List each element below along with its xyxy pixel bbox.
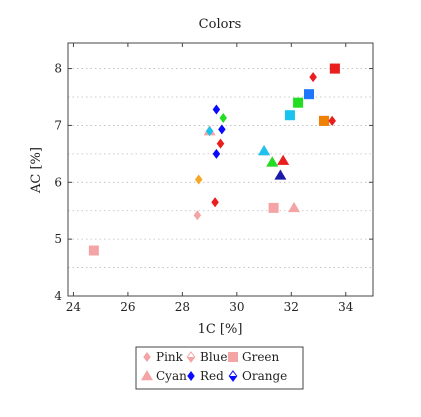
data-point-square (268, 202, 279, 213)
legend-box (135, 346, 304, 390)
legend-label: Red (200, 369, 224, 383)
data-point-diamond (212, 104, 221, 115)
data-point-square (329, 63, 340, 74)
data-point-diamond (216, 138, 225, 149)
x-tick-label: 26 (120, 300, 135, 314)
data-point-diamond (194, 174, 203, 185)
y-tick-label: 4 (54, 289, 62, 303)
plot-frame (67, 42, 374, 297)
data-point-diamond (205, 126, 214, 137)
y-tick-label: 8 (54, 62, 62, 76)
data-point-diamond (218, 124, 226, 135)
x-tick-label: 24 (66, 300, 82, 314)
data-point-square (318, 115, 329, 126)
data-points (88, 63, 340, 256)
y-tick-label: 7 (54, 118, 62, 132)
legend-label: Pink (156, 350, 184, 364)
legend-marker (229, 376, 237, 381)
data-point-square (304, 89, 315, 100)
data-point-triangle (274, 169, 287, 180)
legend-label: Blue (200, 350, 228, 364)
data-point-triangle (266, 156, 279, 167)
data-point-diamond (309, 72, 317, 83)
data-point-triangle (288, 201, 301, 213)
legend-marker (143, 352, 151, 362)
axis-ticks: 24 26 28 30 32 34 4 5 6 7 8 (54, 43, 373, 314)
grid (68, 68, 373, 268)
data-point-diamond (193, 210, 202, 221)
x-axis-label: 1C [%] (198, 322, 243, 337)
data-point-square (88, 245, 99, 256)
legend-label: Cyan (156, 369, 187, 383)
legend-marker (187, 357, 195, 362)
legend: Pink Blue Green Cyan Red Orange (135, 346, 304, 390)
y-axis-label: AC [%] (29, 147, 44, 194)
data-point-diamond (328, 115, 336, 126)
data-point-triangle (277, 154, 290, 165)
y-tick-label: 5 (54, 232, 62, 246)
x-tick-label: 32 (284, 300, 299, 314)
legend-marker (141, 370, 153, 381)
data-point-square (293, 97, 304, 108)
chart-title: Colors (199, 17, 242, 32)
data-point-diamond (211, 197, 219, 208)
data-point-diamond (219, 113, 227, 124)
legend-marker (228, 352, 238, 362)
y-tick-label: 6 (54, 175, 62, 189)
data-point-square (284, 110, 295, 121)
x-tick-label: 28 (175, 300, 190, 314)
x-tick-label: 30 (229, 300, 244, 314)
legend-label: Orange (242, 369, 287, 383)
legend-marker (187, 371, 195, 381)
data-point-diamond (212, 148, 221, 159)
legend-label: Green (242, 350, 280, 364)
x-tick-label: 34 (338, 300, 354, 314)
data-point-triangle (258, 145, 271, 156)
